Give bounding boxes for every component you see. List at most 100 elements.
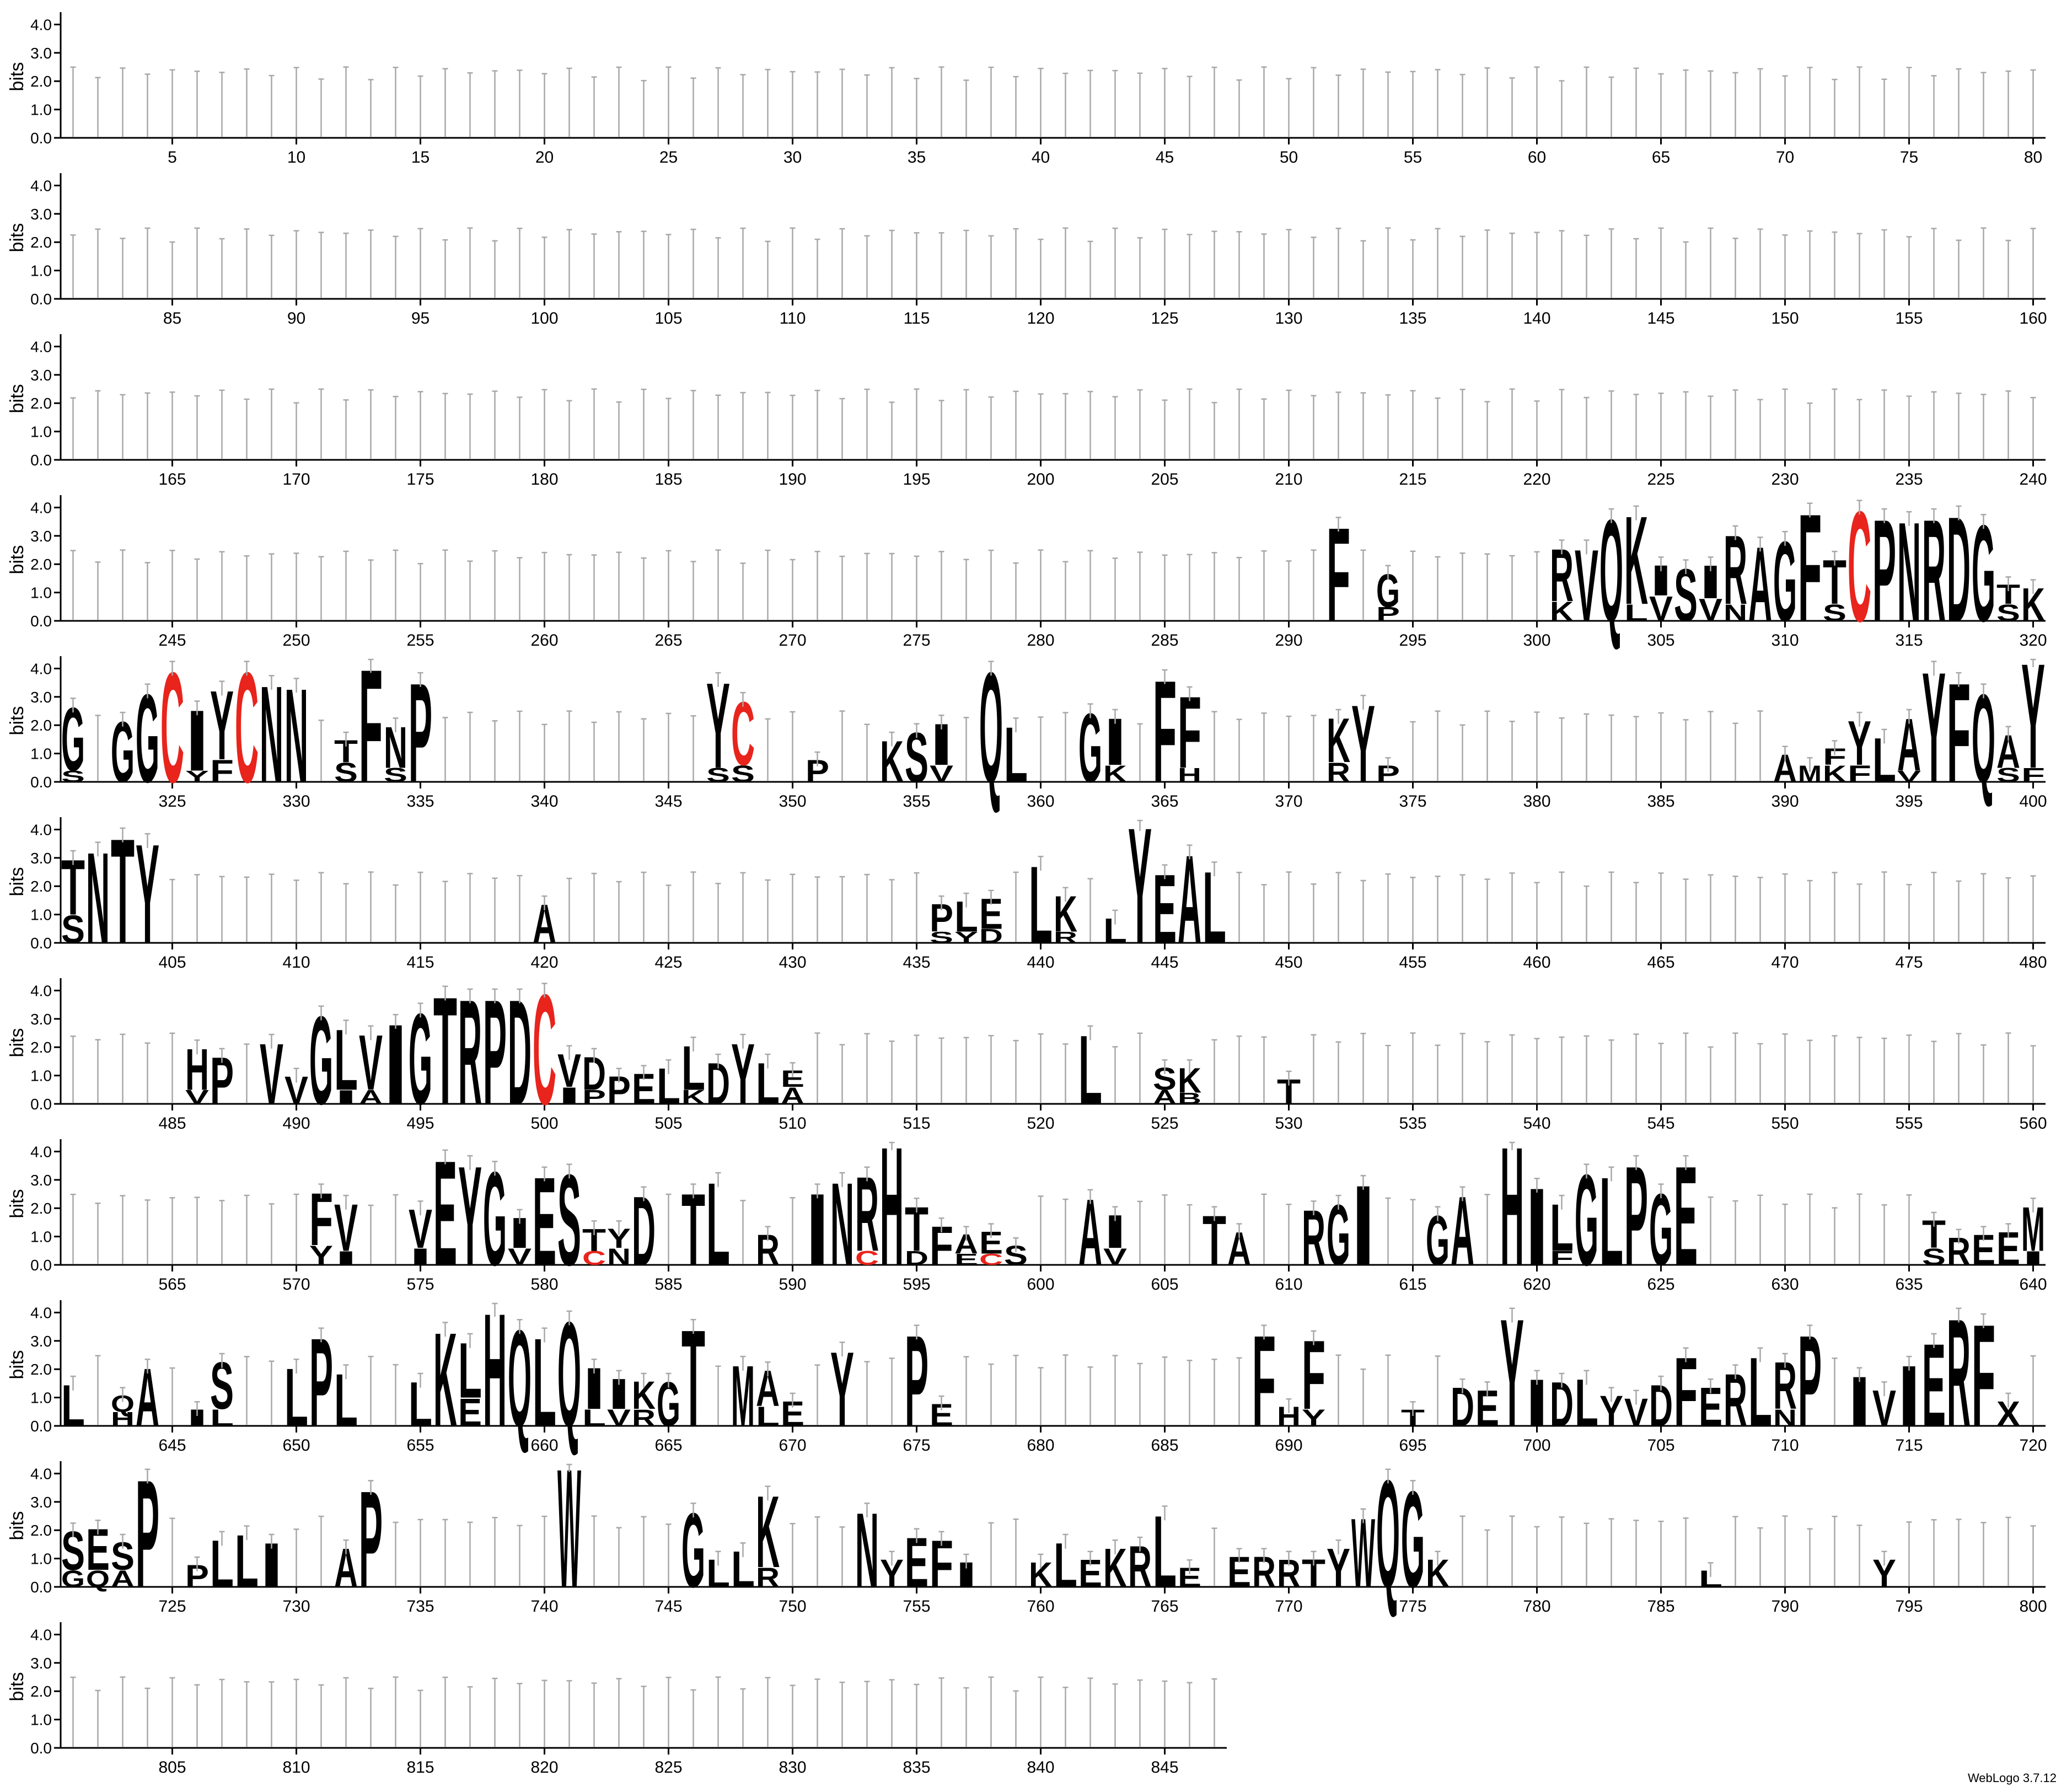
x-tick-label: 480 bbox=[2019, 953, 2047, 972]
x-tick-label: 675 bbox=[903, 1436, 930, 1455]
x-tick-label: 280 bbox=[1027, 631, 1054, 650]
y-tick-label: 2.0 bbox=[30, 556, 52, 573]
residue-H: H bbox=[1500, 1112, 1524, 1301]
y-tick-label: 4.0 bbox=[30, 660, 52, 677]
y-tick-label: 0.0 bbox=[30, 1418, 52, 1435]
x-tick-label: 25 bbox=[659, 148, 678, 167]
y-tick-label: 0.0 bbox=[30, 935, 52, 952]
y-tick-label: 4.0 bbox=[30, 1626, 52, 1643]
residue-V: V bbox=[1103, 1244, 1127, 1270]
x-tick-label: 740 bbox=[530, 1597, 558, 1616]
y-tick-label: 1.0 bbox=[30, 101, 52, 119]
residue-C: C bbox=[582, 1247, 606, 1269]
x-tick-label: 845 bbox=[1151, 1758, 1178, 1777]
y-axis-label: bits bbox=[7, 223, 28, 253]
x-tick-label: 760 bbox=[1027, 1597, 1054, 1616]
x-tick-label: 570 bbox=[282, 1275, 310, 1294]
y-tick-label: 2.0 bbox=[30, 1200, 52, 1217]
x-tick-label: 560 bbox=[2019, 1114, 2047, 1133]
x-tick-label: 5 bbox=[168, 148, 177, 167]
y-tick-label: 3.0 bbox=[30, 1655, 52, 1672]
x-tick-label: 555 bbox=[1895, 1114, 1923, 1133]
x-tick-label: 305 bbox=[1647, 631, 1674, 650]
x-tick-label: 540 bbox=[1523, 1114, 1550, 1133]
x-tick-label: 325 bbox=[158, 792, 186, 811]
x-tick-label: 270 bbox=[779, 631, 806, 650]
x-tick-label: 780 bbox=[1523, 1597, 1550, 1616]
x-tick-label: 80 bbox=[2024, 148, 2042, 167]
x-tick-label: 205 bbox=[1151, 470, 1178, 489]
x-tick-label: 790 bbox=[1771, 1597, 1799, 1616]
residue-H: H bbox=[1178, 764, 1201, 786]
x-tick-label: 160 bbox=[2019, 309, 2047, 328]
x-tick-label: 315 bbox=[1895, 631, 1923, 650]
x-tick-label: 310 bbox=[1771, 631, 1799, 650]
x-tick-label: 650 bbox=[282, 1436, 310, 1455]
y-tick-label: 1.0 bbox=[30, 1067, 52, 1085]
x-tick-label: 60 bbox=[1528, 148, 1546, 167]
x-tick-label: 605 bbox=[1151, 1275, 1178, 1294]
y-tick-label: 3.0 bbox=[30, 1011, 52, 1028]
y-tick-label: 1.0 bbox=[30, 262, 52, 280]
residue-K: K bbox=[1103, 761, 1127, 787]
x-tick-label: 475 bbox=[1895, 953, 1923, 972]
x-tick-label: 255 bbox=[406, 631, 434, 650]
x-tick-label: 595 bbox=[903, 1275, 930, 1294]
x-tick-label: 260 bbox=[530, 631, 558, 650]
x-tick-label: 585 bbox=[654, 1275, 682, 1294]
y-tick-label: 4.0 bbox=[30, 821, 52, 838]
y-tick-label: 3.0 bbox=[30, 850, 52, 867]
x-tick-label: 235 bbox=[1895, 470, 1923, 489]
y-axis-label: bits bbox=[7, 1189, 28, 1219]
x-tick-label: 745 bbox=[654, 1597, 682, 1616]
x-tick-label: 360 bbox=[1027, 792, 1054, 811]
x-tick-label: 460 bbox=[1523, 953, 1550, 972]
y-tick-label: 2.0 bbox=[30, 1039, 52, 1056]
x-tick-label: 530 bbox=[1275, 1114, 1302, 1133]
y-tick-label: 3.0 bbox=[30, 1333, 52, 1350]
x-tick-label: 515 bbox=[903, 1114, 930, 1133]
y-axis-label: bits bbox=[7, 1672, 28, 1702]
x-tick-label: 750 bbox=[779, 1597, 806, 1616]
y-tick-label: 0.0 bbox=[30, 1740, 52, 1757]
y-tick-label: 3.0 bbox=[30, 367, 52, 384]
x-tick-label: 665 bbox=[654, 1436, 682, 1455]
y-tick-label: 1.0 bbox=[30, 1711, 52, 1729]
x-tick-label: 30 bbox=[783, 148, 802, 167]
x-tick-label: 35 bbox=[908, 148, 926, 167]
x-tick-label: 470 bbox=[1771, 953, 1799, 972]
x-tick-label: 765 bbox=[1151, 1597, 1178, 1616]
y-axis-label: bits bbox=[7, 1028, 28, 1058]
x-tick-label: 620 bbox=[1523, 1275, 1550, 1294]
x-tick-label: 245 bbox=[158, 631, 186, 650]
y-tick-label: 4.0 bbox=[30, 1304, 52, 1321]
x-tick-label: 85 bbox=[163, 309, 181, 328]
x-tick-label: 795 bbox=[1895, 1597, 1923, 1616]
x-tick-label: 485 bbox=[158, 1114, 186, 1133]
y-tick-label: 4.0 bbox=[30, 1465, 52, 1482]
residue-H: H bbox=[111, 1408, 135, 1430]
x-tick-label: 445 bbox=[1151, 953, 1178, 972]
residue-A: A bbox=[1153, 1086, 1177, 1108]
residue-Y: Y bbox=[954, 929, 978, 946]
x-tick-label: 690 bbox=[1275, 1436, 1302, 1455]
x-tick-label: 660 bbox=[530, 1436, 558, 1455]
x-tick-label: 550 bbox=[1771, 1114, 1799, 1133]
residue-K: K bbox=[681, 1086, 705, 1108]
x-tick-label: 720 bbox=[2019, 1436, 2047, 1455]
y-tick-label: 1.0 bbox=[30, 584, 52, 602]
x-tick-label: 125 bbox=[1151, 309, 1178, 328]
residue-Y: Y bbox=[309, 1240, 333, 1270]
x-tick-label: 455 bbox=[1399, 953, 1426, 972]
x-tick-label: 535 bbox=[1399, 1114, 1426, 1133]
x-tick-label: 420 bbox=[530, 953, 558, 972]
y-axis-label: bits bbox=[7, 62, 28, 92]
x-tick-label: 390 bbox=[1771, 792, 1799, 811]
x-tick-label: 830 bbox=[779, 1758, 806, 1777]
residue-S: S bbox=[1922, 1244, 1946, 1270]
x-tick-label: 735 bbox=[406, 1597, 434, 1616]
x-tick-label: 40 bbox=[1032, 148, 1050, 167]
residue-Y: Y bbox=[1302, 1405, 1325, 1431]
x-tick-label: 65 bbox=[1652, 148, 1670, 167]
residue-S: S bbox=[1996, 764, 2020, 786]
